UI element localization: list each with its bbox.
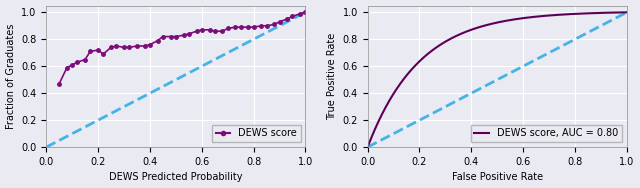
- Legend: DEWS score: DEWS score: [212, 124, 301, 142]
- X-axis label: False Positive Rate: False Positive Rate: [452, 172, 543, 182]
- Y-axis label: True Positive Rate: True Positive Rate: [327, 33, 337, 120]
- X-axis label: DEWS Predicted Probability: DEWS Predicted Probability: [109, 172, 243, 182]
- Y-axis label: Fraction of Graduates: Fraction of Graduates: [6, 24, 15, 129]
- Legend: DEWS score, AUC = 0.80: DEWS score, AUC = 0.80: [470, 124, 622, 142]
